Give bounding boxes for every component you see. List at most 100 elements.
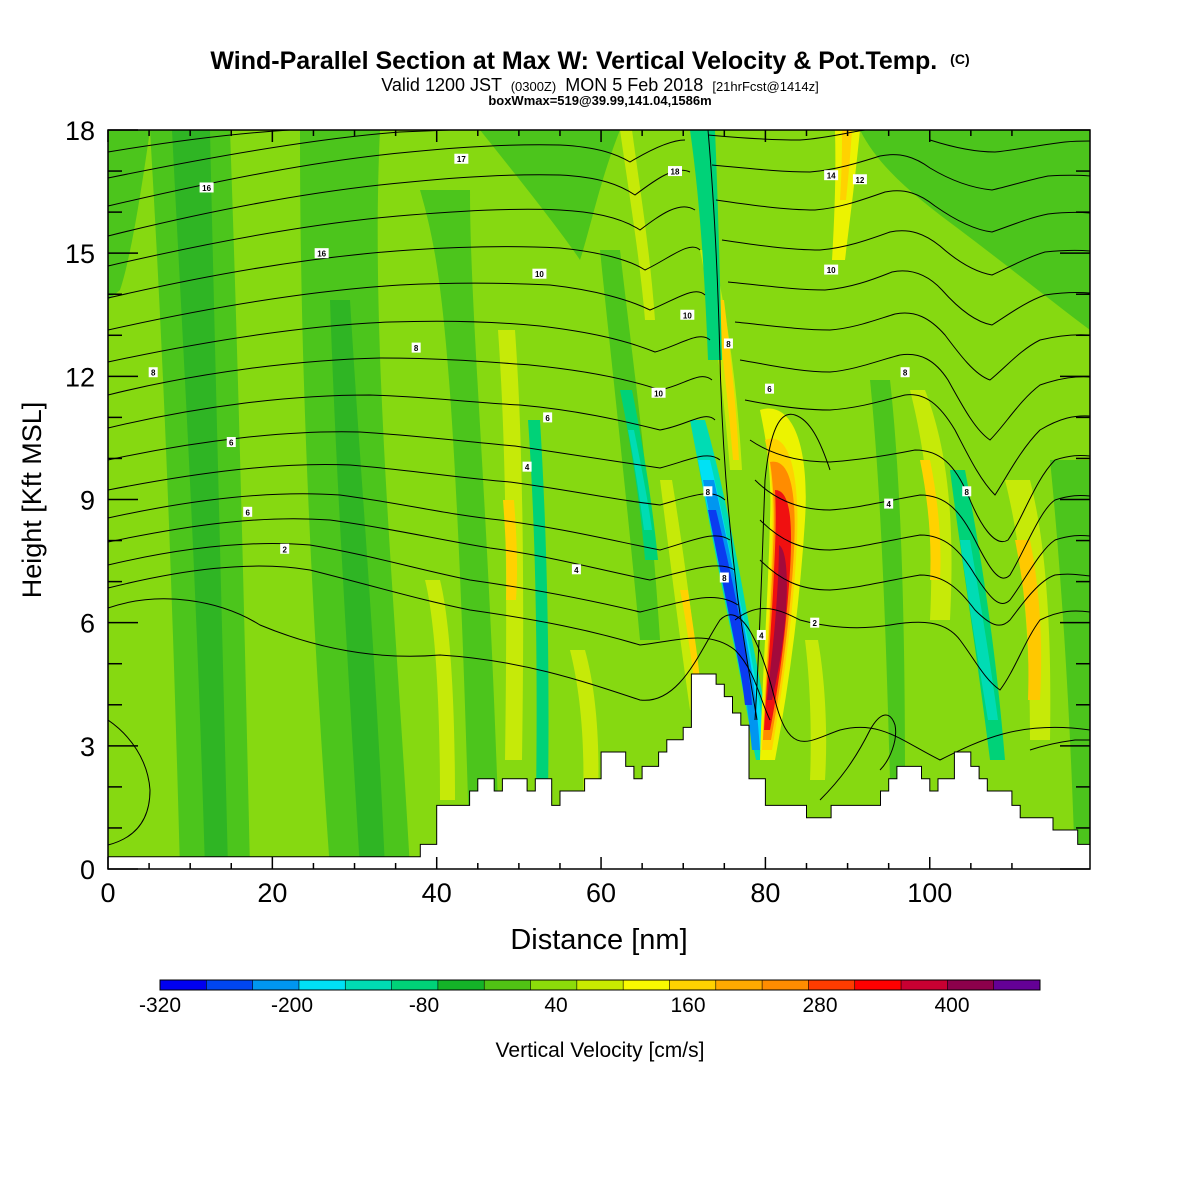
theta-label-box — [810, 617, 820, 628]
updraft-band-50nm-core — [503, 500, 518, 600]
theta-contour-2 — [108, 565, 771, 721]
theta-label-box — [668, 166, 683, 177]
updraft-band-upper-76nm-core — [716, 300, 739, 460]
theta-contour-right-8 — [734, 312, 1090, 381]
theta-contour-low-right — [819, 714, 897, 801]
updraft-band-62nm — [570, 650, 599, 800]
box-max-info: boxWmax=519@39.99,141.04,1586m — [488, 93, 711, 108]
sink-band-right-lower — [1050, 460, 1090, 869]
theta-label-box — [543, 412, 553, 423]
theta-label: 8 — [414, 344, 419, 353]
theta-contour-right-6 — [744, 394, 1090, 496]
sink-band-40nm — [420, 190, 500, 869]
y-tick-label: 3 — [80, 732, 95, 762]
theta-label-box — [314, 248, 329, 259]
sink-band-upper-left — [108, 130, 150, 300]
colorbar-swatch — [206, 980, 254, 990]
updraft-band-upper-70nm — [620, 130, 655, 320]
theta-contour-right-7 — [739, 353, 1090, 441]
x-tick-label: 0 — [100, 878, 115, 908]
y-tick-label: 18 — [65, 116, 95, 146]
valid-time-utc: (0300Z) — [511, 79, 557, 94]
theta-label-box — [824, 264, 839, 275]
theta-label: 6 — [767, 385, 772, 394]
theta-label: 10 — [654, 389, 663, 398]
theta-label: 4 — [886, 500, 891, 509]
theta-contour-right-4 — [754, 479, 1090, 579]
theta-label: 10 — [535, 270, 544, 279]
colorbar-frame — [159, 979, 1041, 991]
theta-contour-14 — [108, 169, 691, 237]
theta-label: 18 — [671, 168, 680, 177]
theta-label: 2 — [812, 619, 817, 628]
theta-label-box — [962, 486, 972, 497]
low-level-light-region — [108, 720, 149, 860]
colorbar-swatch — [252, 980, 300, 990]
theta-label: 8 — [706, 488, 711, 497]
theta-label-box — [226, 437, 236, 448]
theta-contour-3 — [108, 543, 739, 613]
colorbar: -320 -200 -80 40 160 280 400 — [139, 979, 1041, 1017]
theta-label: 10 — [683, 311, 692, 320]
sink-band-left-core — [172, 130, 228, 869]
colorbar-label: Vertical Velocity [cm/s] — [496, 1039, 705, 1062]
colorbar-swatch — [345, 980, 393, 990]
theta-label: 4 — [759, 631, 764, 640]
colorbar-tick-label: 160 — [670, 994, 705, 1017]
terrain-profile — [107, 673, 1091, 870]
x-axis-label: Distance [nm] — [510, 924, 687, 956]
theta-label-box — [852, 174, 867, 185]
y-tick-label: 0 — [80, 855, 95, 885]
colorbar-swatch — [762, 980, 809, 990]
colorbar-swatch — [808, 980, 856, 990]
colorbar-swatch — [484, 980, 532, 990]
theta-contour-8 — [108, 394, 716, 431]
colorbar-swatch — [901, 980, 948, 990]
theta-label-box — [884, 498, 894, 509]
theta-contour-right-9 — [727, 270, 1090, 326]
downdraft-band-104nm-core — [960, 540, 998, 720]
downdraft-band-53nm — [528, 420, 549, 800]
theta-label: 8 — [965, 488, 970, 497]
x-tick-label: 40 — [422, 878, 452, 908]
y-tick-label: 9 — [80, 486, 95, 516]
theta-contour-right-12 — [711, 154, 1090, 191]
theta-label: 16 — [202, 184, 211, 193]
updraft-band-42nm — [425, 580, 455, 800]
theta-contour-4 — [108, 518, 736, 581]
theta-contour-right-11 — [715, 190, 1090, 233]
theta-label-box — [571, 564, 581, 575]
copyright-mark: (C) — [950, 51, 969, 67]
colorbar-tick-label: -200 — [271, 994, 313, 1017]
updraft-band-112nm-core — [1015, 540, 1042, 700]
theta-contour-6 — [108, 463, 726, 506]
colorbar-swatch — [530, 980, 578, 990]
theta-label-box — [756, 629, 766, 640]
theta-label: 2 — [282, 545, 287, 554]
colorbar-swatch — [947, 980, 995, 990]
colorbar-swatch — [160, 980, 207, 990]
updraft-main-dark-red — [767, 545, 787, 700]
theta-label: 16 — [317, 250, 326, 259]
updraft-band-92nm-core — [920, 460, 941, 580]
theta-label: 6 — [545, 414, 550, 423]
theta-label: 8 — [903, 369, 908, 378]
theta-contour-low-right-2 — [1029, 739, 1090, 751]
colorbar-swatch — [391, 980, 439, 990]
theta-contour-right-3 — [759, 519, 1090, 605]
colorbar-tick-label: 400 — [934, 994, 969, 1017]
colorbar-swatch — [576, 980, 624, 990]
chart-title-main: Wind-Parallel Section at Max W: Vertical… — [210, 47, 937, 75]
valid-time-line: Valid 1200 JST (0300Z) MON 5 Feb 2018 [2… — [381, 75, 819, 95]
theta-label-box — [522, 461, 532, 472]
theta-label-box — [703, 486, 713, 497]
sink-band-95nm — [870, 380, 905, 780]
updraft-band-upper-88nm-core — [840, 130, 852, 200]
theta-label: 6 — [229, 439, 234, 448]
theta-label-box — [765, 383, 775, 394]
colorbar-tick-label: 40 — [544, 994, 567, 1017]
theta-label-box — [651, 387, 666, 398]
x-axis-ticks: 0 20 40 60 80 100 — [100, 130, 1013, 908]
colorbar-swatch — [437, 980, 485, 990]
